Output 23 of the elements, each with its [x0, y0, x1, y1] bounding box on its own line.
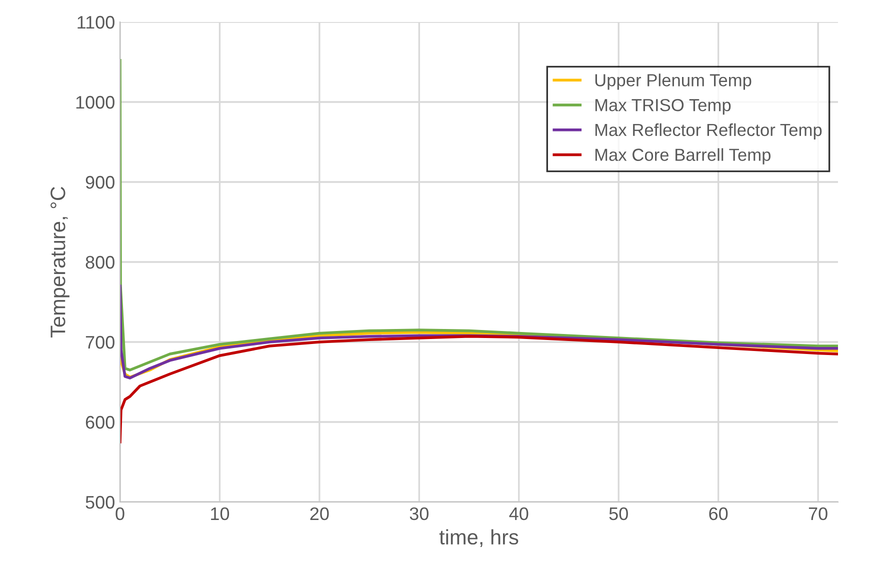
x-axis-title: time, hrs: [439, 529, 518, 548]
y-tick-label: 900: [86, 176, 114, 189]
line-series: [120, 59, 838, 372]
x-tick-label: 30: [410, 507, 429, 520]
x-tick-label: 0: [116, 507, 124, 520]
x-tick-label: 20: [310, 507, 329, 520]
y-tick-label: 600: [86, 416, 114, 429]
y-tick-label: 1100: [78, 16, 114, 29]
line-series: [120, 335, 838, 444]
x-tick-label: 10: [211, 507, 230, 520]
y-tick-label: 500: [86, 496, 114, 509]
legend-label: Max TRISO Temp: [595, 98, 731, 115]
x-tick-label: 50: [609, 507, 628, 520]
x-tick-label: 70: [808, 507, 828, 520]
legend-label: Max Reflector Reflector Temp: [595, 123, 822, 140]
x-tick-label: 40: [509, 507, 528, 520]
legend-label: Max Core Barrell Temp: [595, 148, 771, 164]
legend-label: Upper Plenum Temp: [595, 74, 752, 90]
y-tick-label: 800: [86, 256, 114, 269]
y-tick-label: 700: [86, 336, 114, 349]
y-axis-title: Temperature, °C: [50, 186, 70, 338]
y-tick-label: 1000: [76, 96, 114, 109]
x-tick-label: 60: [709, 507, 728, 520]
